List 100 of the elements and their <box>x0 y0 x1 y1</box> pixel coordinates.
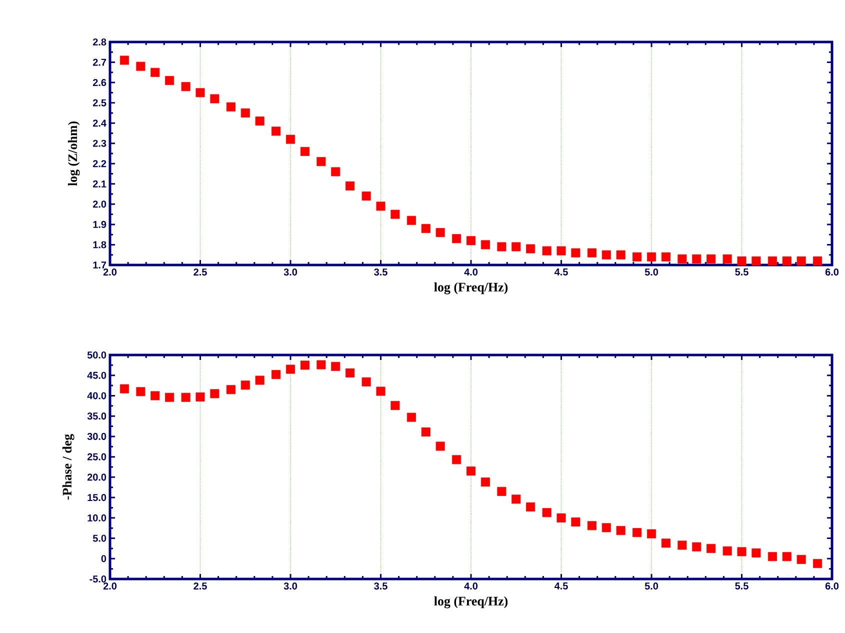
point <box>647 529 656 538</box>
point <box>722 546 732 556</box>
point <box>150 68 160 77</box>
point <box>255 376 264 385</box>
point <box>331 362 340 371</box>
point <box>678 254 687 264</box>
point <box>406 412 416 422</box>
y-tick-label: 50.0 <box>87 351 106 359</box>
y-tick-label: 2.5 <box>92 99 106 106</box>
point <box>782 552 792 562</box>
point <box>497 242 506 252</box>
y-tick-label: -5.0 <box>90 575 106 583</box>
point <box>136 62 146 71</box>
y-axis-title: log (Z/ohm) <box>68 122 80 186</box>
point <box>661 538 670 548</box>
point <box>421 224 430 234</box>
point <box>616 526 626 536</box>
y-tick-label: 2.7 <box>92 58 106 66</box>
y-tick-label: 10.0 <box>88 514 106 522</box>
point <box>300 146 310 156</box>
y-tick-label: 40.0 <box>87 392 106 400</box>
x-tick-label: 4.5 <box>554 582 568 590</box>
x-tick-label: 6.0 <box>825 268 839 276</box>
point <box>768 552 777 562</box>
y-tick-label: 15.0 <box>88 494 106 502</box>
x-tick-label: 3.0 <box>284 268 298 276</box>
point <box>587 521 596 530</box>
point <box>255 116 264 126</box>
x-tick-label: 6.0 <box>825 582 839 590</box>
point <box>796 256 806 266</box>
point <box>647 252 656 262</box>
x-tick-label: 2.0 <box>103 582 117 590</box>
point <box>542 246 552 256</box>
y-tick-label: 1.9 <box>93 220 106 228</box>
y-tick-label: 25.0 <box>87 453 106 460</box>
y-tick-label: 5.0 <box>92 534 106 542</box>
point <box>390 210 400 219</box>
point <box>452 234 462 244</box>
point <box>602 250 611 260</box>
point <box>480 478 490 487</box>
point <box>120 56 129 65</box>
point <box>813 256 822 266</box>
x-tick-label: 2.0 <box>103 268 117 276</box>
point <box>210 389 220 398</box>
point <box>480 240 490 250</box>
point <box>226 102 236 112</box>
point <box>240 380 250 390</box>
point <box>436 228 445 238</box>
point <box>466 236 476 246</box>
point <box>737 547 746 556</box>
point <box>752 548 761 558</box>
x-tick-label: 4.5 <box>554 268 568 276</box>
y-tick-label: 35.0 <box>87 412 106 420</box>
point <box>346 181 355 190</box>
point <box>376 386 386 396</box>
y-tick-label: 2.1 <box>92 180 106 188</box>
point <box>331 167 340 176</box>
x-tick-label: 4.0 <box>464 582 478 590</box>
point <box>602 523 611 532</box>
point <box>362 192 371 201</box>
x-tick-label: 2.5 <box>194 268 207 276</box>
point <box>782 256 792 266</box>
point <box>196 88 205 98</box>
x-tick-label: 5.0 <box>644 582 658 590</box>
point <box>526 502 536 512</box>
point <box>436 442 445 451</box>
x-tick-label: 5.5 <box>735 582 748 590</box>
point <box>556 513 566 522</box>
y-tick-label: 2.3 <box>92 140 106 147</box>
point <box>120 384 129 394</box>
x-tick-label: 5.5 <box>735 268 748 276</box>
point <box>181 392 190 402</box>
y-tick-label: 2.0 <box>92 200 106 208</box>
x-tick-label: 3.0 <box>284 582 298 590</box>
point <box>706 254 716 264</box>
point <box>376 202 386 211</box>
point <box>226 385 236 394</box>
point <box>181 82 190 92</box>
point <box>210 94 220 104</box>
point <box>421 427 430 436</box>
point <box>286 364 295 374</box>
y-tick-label: 2.8 <box>92 38 106 46</box>
point <box>571 517 580 526</box>
point <box>512 242 521 252</box>
x-tick-label: 4.0 <box>464 268 478 276</box>
y-tick-label: 45.0 <box>87 372 106 379</box>
point <box>616 250 626 260</box>
point <box>692 254 702 264</box>
point <box>196 392 205 402</box>
point <box>316 360 326 370</box>
point <box>286 134 296 144</box>
point <box>512 494 521 504</box>
point <box>346 368 355 378</box>
y-tick-label: 1.8 <box>93 241 106 248</box>
point <box>165 392 174 402</box>
point <box>661 252 670 262</box>
point <box>768 256 777 266</box>
point <box>692 542 702 552</box>
point <box>556 246 566 256</box>
x-axis-title: log (Freq/Hz) <box>434 282 508 294</box>
